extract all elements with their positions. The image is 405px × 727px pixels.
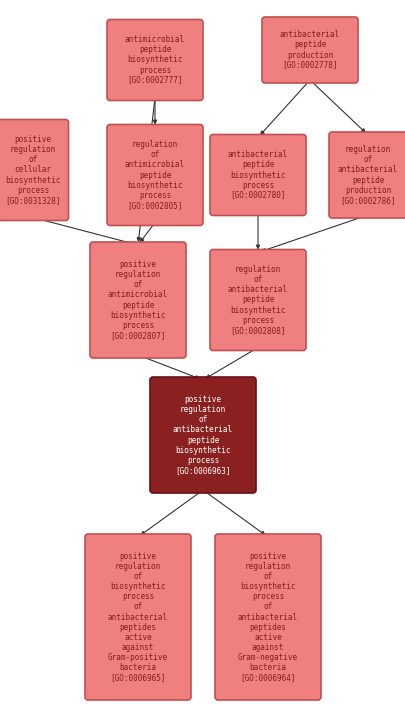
Text: positive
regulation
of
antibacterial
peptide
biosynthetic
process
[GO:0006963]: positive regulation of antibacterial pep… <box>173 395 232 475</box>
FancyBboxPatch shape <box>0 119 68 220</box>
FancyBboxPatch shape <box>107 124 202 225</box>
FancyBboxPatch shape <box>107 20 202 100</box>
Text: antibacterial
peptide
biosynthetic
process
[GO:0002780]: antibacterial peptide biosynthetic proce… <box>227 150 288 200</box>
Text: positive
regulation
of
biosynthetic
process
of
antibacterial
peptides
active
aga: positive regulation of biosynthetic proc… <box>108 553 168 682</box>
Text: regulation
of
antimicrobial
peptide
biosynthetic
process
[GO:0002805]: regulation of antimicrobial peptide bios… <box>125 140 185 209</box>
Text: positive
regulation
of
biosynthetic
process
of
antibacterial
peptides
active
aga: positive regulation of biosynthetic proc… <box>237 553 297 682</box>
Text: positive
regulation
of
cellular
biosynthetic
process
[GO:0031328]: positive regulation of cellular biosynth… <box>5 135 61 204</box>
FancyBboxPatch shape <box>90 242 185 358</box>
Text: positive
regulation
of
antimicrobial
peptide
biosynthetic
process
[GO:0002807]: positive regulation of antimicrobial pep… <box>108 260 168 340</box>
FancyBboxPatch shape <box>261 17 357 83</box>
FancyBboxPatch shape <box>209 249 305 350</box>
FancyBboxPatch shape <box>149 377 256 493</box>
Text: antibacterial
peptide
production
[GO:0002778]: antibacterial peptide production [GO:000… <box>279 31 339 70</box>
FancyBboxPatch shape <box>328 132 405 218</box>
Text: regulation
of
antibacterial
peptide
biosynthetic
process
[GO:0002808]: regulation of antibacterial peptide bios… <box>227 265 288 334</box>
Text: antimicrobial
peptide
biosynthetic
process
[GO:0002777]: antimicrobial peptide biosynthetic proce… <box>125 36 185 84</box>
FancyBboxPatch shape <box>85 534 190 700</box>
Text: regulation
of
antibacterial
peptide
production
[GO:0002786]: regulation of antibacterial peptide prod… <box>337 145 397 204</box>
FancyBboxPatch shape <box>209 134 305 215</box>
FancyBboxPatch shape <box>215 534 320 700</box>
